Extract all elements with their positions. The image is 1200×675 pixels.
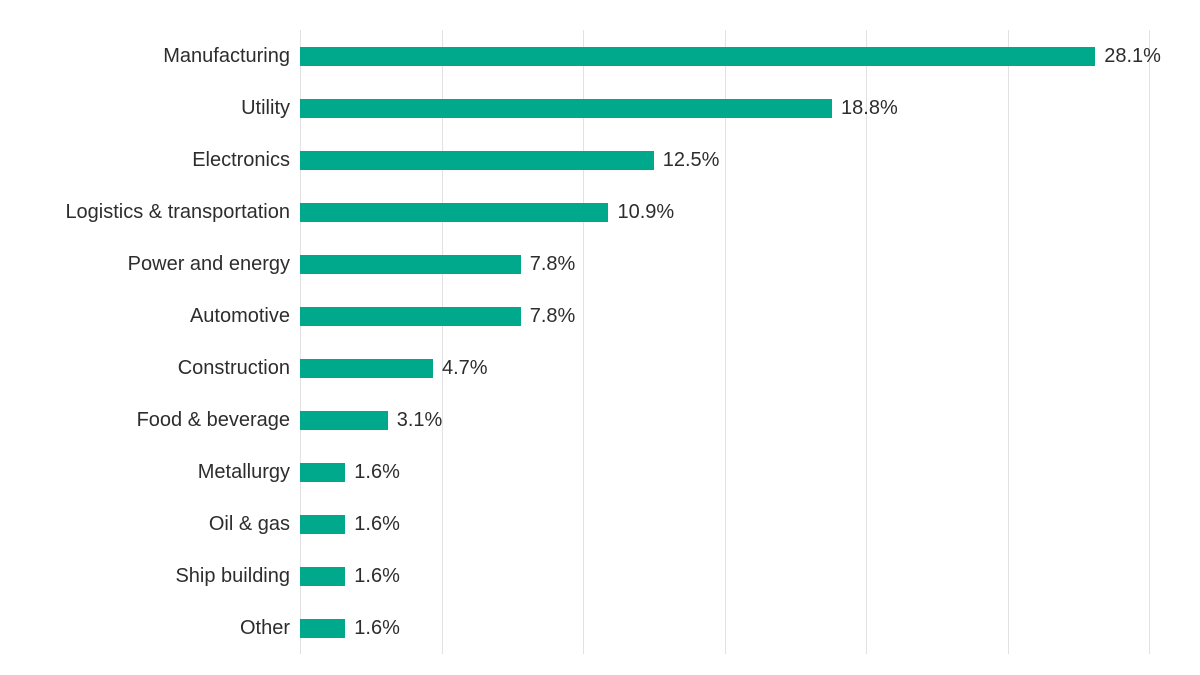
bar <box>300 462 346 482</box>
bar <box>300 306 521 326</box>
gridline-30 <box>1149 30 1150 654</box>
bar <box>300 358 433 378</box>
bar <box>300 566 346 586</box>
category-label: Manufacturing <box>163 45 290 67</box>
value-label: 18.8% <box>841 97 898 119</box>
value-label: 1.6% <box>354 513 400 535</box>
category-label: Logistics & transportation <box>65 201 290 223</box>
category-label: Automotive <box>189 305 290 327</box>
category-label: Other <box>239 617 290 639</box>
bar <box>300 254 521 274</box>
category-label: Power and energy <box>127 253 290 275</box>
category-label: Construction <box>177 357 290 379</box>
category-label: Metallurgy <box>197 461 290 483</box>
bar <box>300 98 833 118</box>
value-label: 10.9% <box>617 201 675 223</box>
gridline-20 <box>866 30 867 654</box>
category-label: Utility <box>241 97 290 119</box>
value-label: 1.6% <box>354 461 400 483</box>
value-label: 12.5% <box>662 149 720 171</box>
value-label: 1.6% <box>354 565 400 587</box>
category-label: Electronics <box>192 149 290 171</box>
gridline-10 <box>583 30 584 654</box>
bar <box>300 618 346 638</box>
value-label: 28.1% <box>1104 45 1161 67</box>
bar <box>300 202 609 222</box>
value-label: 7.8% <box>529 253 576 275</box>
value-label: 4.7% <box>442 357 488 379</box>
bar <box>300 46 1096 66</box>
value-label: 1.6% <box>354 617 400 639</box>
value-label: 7.8% <box>529 305 576 327</box>
bar <box>300 150 654 170</box>
category-label: Ship building <box>175 565 290 587</box>
bar <box>300 410 388 430</box>
bar <box>300 514 346 534</box>
gridline-25 <box>1007 30 1009 654</box>
value-label: 3.1% <box>396 409 443 431</box>
gridline-0 <box>300 30 301 654</box>
gridline-15 <box>724 30 726 654</box>
gridline-5 <box>441 30 443 654</box>
category-label: Food & beverage <box>136 409 290 431</box>
category-label: Oil & gas <box>208 513 290 535</box>
